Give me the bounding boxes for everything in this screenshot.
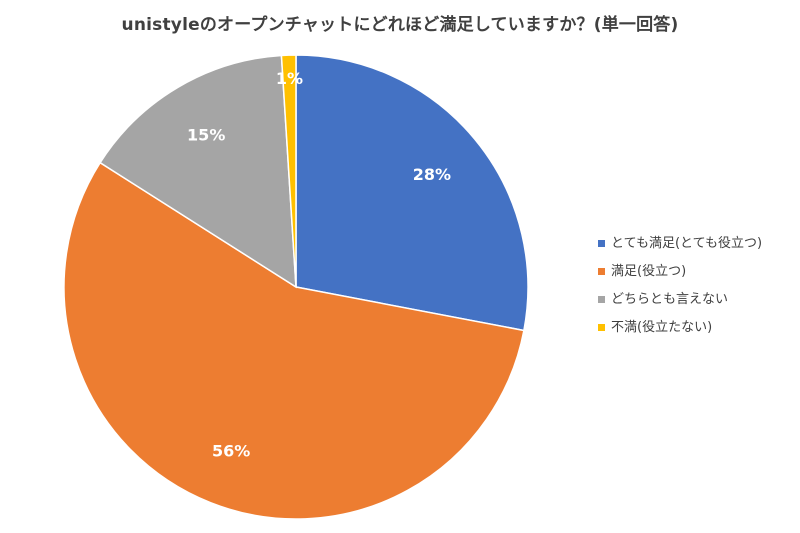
pie-slice bbox=[295, 54, 529, 332]
data-label: 56% bbox=[212, 441, 250, 460]
data-label: 15% bbox=[187, 126, 225, 145]
legend-swatch bbox=[598, 324, 605, 331]
legend-item: どちらとも言えない bbox=[598, 290, 762, 309]
pie-slice bbox=[280, 54, 297, 288]
legend-swatch bbox=[598, 296, 605, 303]
legend-label: どちらとも言えない bbox=[611, 292, 729, 307]
pie-slice bbox=[63, 161, 525, 520]
data-label: 1% bbox=[276, 69, 303, 88]
data-label: 28% bbox=[413, 165, 451, 184]
legend-swatch bbox=[598, 268, 605, 275]
legend-label: とても満足(とても役立つ) bbox=[611, 236, 763, 251]
legend-label: 不満(役立たない) bbox=[611, 320, 713, 335]
legend-item: 満足(役立つ) bbox=[598, 262, 762, 281]
legend: とても満足(とても役立つ) 満足(役立つ) どちらとも言えない 不満(役立たない… bbox=[598, 234, 762, 346]
chart-title: unistyleのオープンチャットにどれほど満足していますか？(単一回答) bbox=[121, 15, 679, 35]
legend-item: 不満(役立たない) bbox=[598, 318, 762, 337]
legend-item: とても満足(とても役立つ) bbox=[598, 234, 762, 253]
legend-swatch bbox=[598, 240, 605, 247]
legend-label: 満足(役立つ) bbox=[611, 264, 687, 279]
pie-slice bbox=[99, 54, 297, 289]
